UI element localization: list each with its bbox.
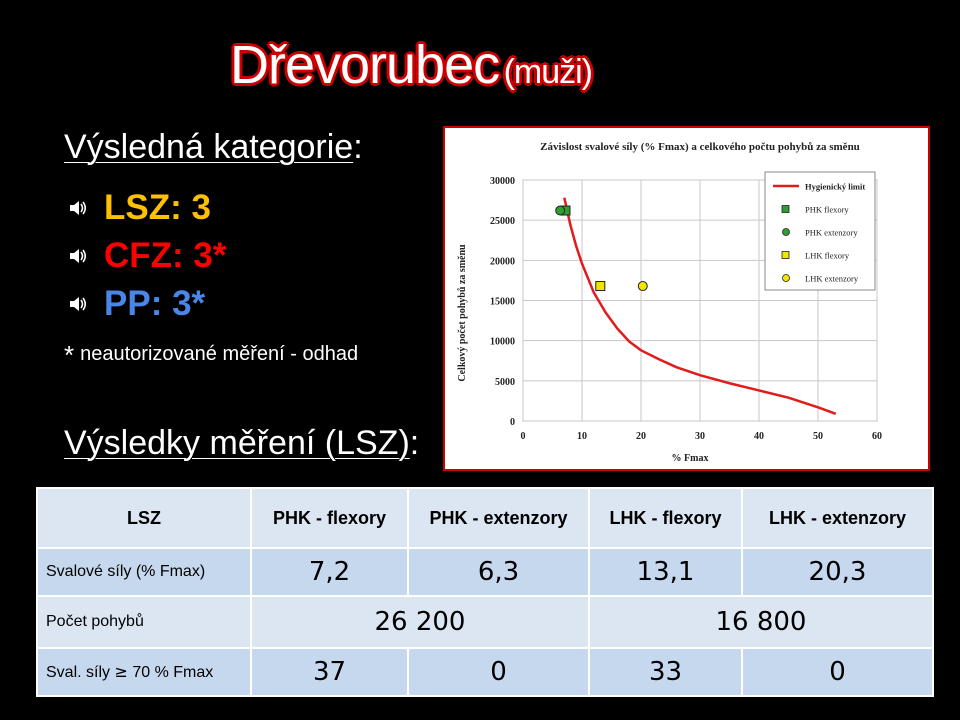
row-label-over70: Sval. síly ≥ 70 % Fmax (36, 647, 252, 697)
data-point-square (595, 281, 606, 292)
category-pp-label: PP: 3* (104, 284, 206, 323)
legend-label: PHK flexory (805, 205, 849, 215)
note-asterisk: * (64, 340, 75, 370)
x-tick-label: 40 (754, 431, 764, 442)
category-item-cfz: CFZ: 3* (68, 236, 227, 276)
chart-svg: Závislost svalové síly (% Fmax) a celkov… (457, 141, 882, 464)
table-row: Počet pohybů 26 200 16 800 (36, 595, 934, 649)
cell-value: 26 200 (250, 595, 590, 649)
note-text: neautorizované měření - odhad (80, 343, 359, 365)
cell-value: 0 (407, 647, 590, 697)
x-tick-label: 50 (813, 431, 823, 442)
cell-value: 16 800 (588, 595, 934, 649)
results-table: LSZ PHK - flexory PHK - extenzory LHK - … (36, 487, 934, 697)
y-tick-label: 5000 (495, 377, 515, 388)
slide-title: Dřevorubec (muži) (230, 34, 593, 102)
x-tick-label: 60 (872, 431, 882, 442)
category-item-pp: PP: 3* (68, 284, 205, 324)
y-tick-label: 0 (510, 417, 515, 428)
row-label-over70-symbol: ≥ (114, 662, 128, 681)
header-lhk-flexory: LHK - flexory (588, 487, 743, 549)
row-label-over70-end: 70 % Fmax (132, 664, 214, 681)
cell-value: 0 (741, 647, 934, 697)
slide-title-sub: (muži) (503, 53, 593, 91)
cell-value: 20,3 (741, 547, 934, 597)
cell-value: 7,2 (250, 547, 409, 597)
legend-label: PHK extenzory (805, 228, 858, 238)
row-label-force: Svalové síly (% Fmax) (36, 547, 252, 597)
table-row: Sval. síly ≥ 70 % Fmax 37 0 33 0 (36, 647, 934, 697)
legend-label: LHK flexory (805, 251, 850, 261)
measurement-heading-text: Výsledky měření (LSZ) (64, 424, 410, 462)
y-tick-label: 25000 (490, 216, 515, 227)
y-tick-label: 10000 (490, 337, 515, 348)
legend-label: LHK extenzory (805, 274, 859, 284)
result-heading-colon: : (353, 128, 363, 166)
category-item-lsz: LSZ: 3 (68, 188, 211, 228)
legend-circle-swatch (782, 228, 790, 236)
cell-value: 37 (250, 647, 409, 697)
header-phk-extenzory: PHK - extenzory (407, 487, 590, 549)
x-tick-label: 20 (636, 431, 646, 442)
table-row: Svalové síly (% Fmax) 7,2 6,3 13,1 20,3 (36, 547, 934, 597)
category-cfz-label: CFZ: 3* (104, 236, 227, 275)
y-tick-label: 15000 (490, 297, 515, 308)
legend-square-swatch (781, 205, 790, 213)
speaker-bullet-icon (70, 249, 87, 263)
header-lsz: LSZ (36, 487, 252, 549)
hygienic-limit-line (563, 197, 837, 415)
x-tick-label: 10 (577, 431, 587, 442)
speaker-bullet-icon (70, 297, 87, 311)
cell-value: 6,3 (407, 547, 590, 597)
note: * neautorizované měření - odhad (64, 340, 358, 371)
result-heading: Výsledná kategorie: (64, 128, 363, 167)
legend-circle-swatch (782, 274, 790, 282)
cell-value: 33 (588, 647, 743, 697)
x-tick-label: 0 (521, 431, 526, 442)
chart-xlabel: % Fmax (672, 453, 709, 464)
header-lhk-extenzory: LHK - extenzory (741, 487, 934, 549)
measurement-heading-colon: : (409, 424, 420, 462)
header-phk-flexory: PHK - flexory (250, 487, 409, 549)
table-header-row: LSZ PHK - flexory PHK - extenzory LHK - … (36, 487, 934, 549)
data-point-circle (555, 205, 566, 216)
y-tick-label: 20000 (490, 256, 515, 267)
slide-title-main: Dřevorubec (230, 35, 500, 95)
cell-value: 13,1 (588, 547, 743, 597)
chart-image: Závislost svalové síly (% Fmax) a celkov… (443, 126, 930, 471)
row-label-over70-start: Sval. síly (46, 664, 111, 681)
chart-ylabel: Celkový počet pohybů za směnu (457, 244, 468, 382)
x-tick-label: 30 (695, 431, 705, 442)
category-lsz-label: LSZ: 3 (104, 188, 211, 227)
row-label-count: Počet pohybů (36, 595, 252, 649)
legend-label: Hygienický limit (805, 182, 865, 192)
y-tick-label: 30000 (490, 176, 515, 187)
chart-title: Závislost svalové síly (% Fmax) a celkov… (540, 141, 860, 153)
speaker-bullet-icon (70, 201, 87, 215)
data-point-circle (637, 281, 648, 292)
result-heading-text: Výsledná kategorie (64, 128, 354, 166)
measurement-heading: Výsledky měření (LSZ): (64, 424, 419, 463)
legend-square-swatch (781, 251, 790, 259)
